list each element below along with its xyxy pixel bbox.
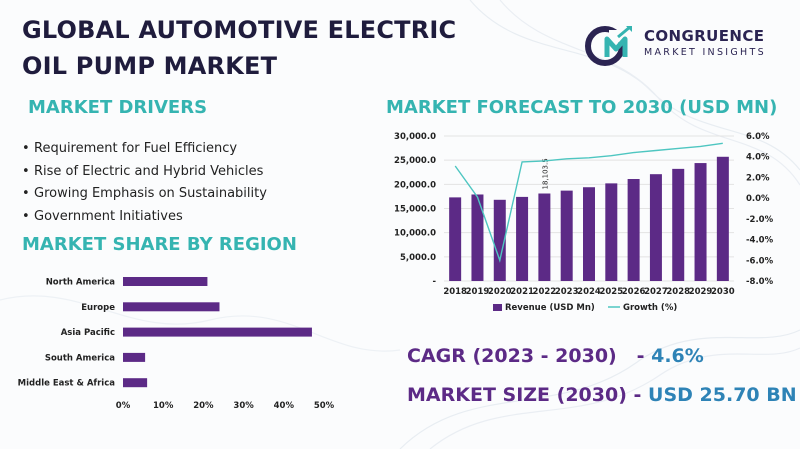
- region-share-chart: North America Europe Asia Pacific South Ame…: [18, 277, 335, 411]
- revenue-bar: [583, 187, 595, 281]
- region-label: Asia Pacific: [61, 328, 115, 338]
- y2-tick-label: 6.0%: [746, 132, 770, 142]
- revenue-bar: [471, 194, 484, 281]
- company-logo: CONGRUENCE MARKET INSIGHTS: [585, 24, 785, 66]
- driver-text: Rise of Electric and Hybrid Vehicles: [34, 163, 264, 179]
- revenue-bar: [672, 168, 685, 281]
- y-tick-label: 10,000.0: [394, 229, 436, 239]
- y-tick-label: 20,000.0: [394, 180, 436, 190]
- cagr-label: CAGR (2023 - 2030): [407, 345, 617, 367]
- x-tick-label: 50%: [314, 401, 335, 411]
- region-bar: [123, 352, 146, 362]
- legend-label-growth: Growth (%): [623, 303, 677, 313]
- bullet-icon: •: [22, 208, 30, 224]
- y2-tick-label: 2.0%: [746, 173, 770, 183]
- x-tick-label: 2027: [644, 287, 668, 297]
- y2-tick-label: -8.0%: [746, 277, 774, 287]
- market-drivers-heading: MARKET DRIVERS: [28, 97, 208, 118]
- y2-tick-label: -2.0%: [746, 215, 774, 225]
- region-label: South America: [45, 353, 115, 363]
- cagr-separator: -: [636, 345, 645, 367]
- logo-tagline: MARKET INSIGHTS: [644, 47, 766, 58]
- data-label: 18,103.5: [541, 158, 549, 189]
- revenue-bar: [694, 163, 707, 281]
- revenue-bar: [605, 183, 618, 281]
- region-bar: [123, 277, 208, 286]
- revenue-bar: [538, 193, 551, 281]
- x-tick-label: 2026: [622, 287, 646, 297]
- y-tick-label: 25,000.0: [394, 156, 436, 166]
- driver-text: Government Initiatives: [34, 208, 183, 224]
- market-size-separator: -: [633, 384, 642, 406]
- y2-tick-label: -4.0%: [746, 236, 774, 246]
- y2-tick-label: 4.0%: [746, 153, 770, 163]
- y-tick-label: 5,000.0: [400, 253, 436, 263]
- growth-line: [454, 142, 723, 263]
- x-tick-label: 2024: [577, 287, 601, 297]
- page-title: GLOBAL AUTOMOTIVE ELECTRIC OIL PUMP MARK…: [22, 12, 456, 84]
- cagr-value: 4.6%: [651, 345, 704, 367]
- x-tick-label: 2018: [443, 287, 467, 297]
- logo-name: CONGRUENCE: [644, 27, 765, 45]
- driver-item: • Rise of Electric and Hybrid Vehicles: [22, 161, 267, 184]
- region-label: Europe: [81, 303, 115, 313]
- x-tick-label: 2023: [555, 287, 579, 297]
- region-bar: [123, 327, 312, 337]
- cagr-stat: CAGR (2023 - 2030) - 4.6%: [407, 345, 704, 367]
- y2-tick-label: -6.0%: [746, 256, 774, 266]
- market-size-label: MARKET SIZE (2030): [407, 384, 627, 406]
- legend-swatch-revenue: [493, 304, 502, 311]
- forecast-chart: 30,000.0 25,000.0 20,000.0 15,000.0 10,000.0…: [394, 132, 774, 313]
- bullet-icon: •: [22, 186, 30, 201]
- y-tick-label: 30,000.0: [394, 132, 436, 142]
- y-tick-label: -: [432, 277, 436, 287]
- revenue-bar: [449, 197, 462, 281]
- x-tick-label: 2019: [466, 287, 490, 297]
- x-tick-label: 2022: [533, 287, 557, 297]
- x-tick-label: 30%: [233, 401, 254, 411]
- revenue-bar: [493, 199, 506, 281]
- x-tick-label: 2021: [510, 287, 534, 297]
- x-tick-label: 2025: [599, 287, 623, 297]
- driver-item: • Requirement for Fuel Efficiency: [22, 138, 267, 161]
- title-line-1: GLOBAL AUTOMOTIVE ELECTRIC: [22, 16, 457, 44]
- legend-label-revenue: Revenue (USD Mn): [505, 303, 595, 313]
- revenue-bar: [516, 196, 529, 281]
- revenue-bar: [560, 190, 573, 281]
- x-tick-label: 2029: [689, 287, 713, 297]
- cm-logo-icon: [585, 25, 632, 66]
- region-label: Middle East & Africa: [18, 379, 115, 389]
- revenue-bar: [716, 156, 729, 281]
- y2-tick-label: 0.0%: [746, 194, 770, 204]
- market-share-heading: MARKET SHARE BY REGION: [22, 234, 297, 255]
- driver-text: Requirement for Fuel Efficiency: [34, 141, 238, 156]
- x-tick-label: 2030: [711, 287, 735, 297]
- region-bar: [123, 378, 148, 388]
- market-size-value: USD 25.70 BN: [648, 384, 797, 406]
- region-label: North America: [46, 278, 116, 288]
- drivers-list: • Requirement for Fuel Efficiency • Rise o…: [22, 138, 267, 228]
- driver-item: • Growing Emphasis on Sustainability: [22, 183, 267, 206]
- x-tick-label: 40%: [274, 401, 295, 411]
- x-tick-label: 0%: [116, 401, 131, 411]
- driver-item: • Government Initiatives: [22, 206, 267, 229]
- title-line-2: OIL PUMP MARKET: [22, 52, 278, 80]
- bullet-icon: •: [22, 163, 30, 179]
- bullet-icon: •: [22, 141, 30, 156]
- revenue-bar: [649, 174, 662, 281]
- market-forecast-heading: MARKET FORECAST TO 2030 (USD MN): [386, 97, 778, 118]
- driver-text: Growing Emphasis on Sustainability: [34, 186, 267, 201]
- region-bar: [123, 302, 220, 312]
- market-size-stat: MARKET SIZE (2030) - USD 25.70 BN: [407, 384, 797, 406]
- revenue-bar: [627, 179, 640, 281]
- x-tick-label: 2020: [488, 287, 512, 297]
- x-tick-label: 2028: [666, 287, 690, 297]
- x-tick-label: 20%: [193, 401, 214, 411]
- y-tick-label: 15,000.0: [394, 205, 436, 215]
- x-tick-label: 10%: [153, 401, 174, 411]
